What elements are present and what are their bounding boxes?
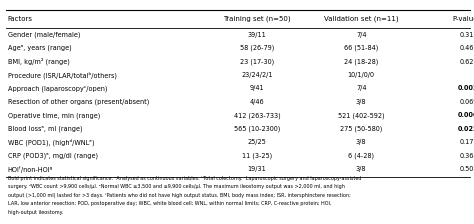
Text: 6 (4-28): 6 (4-28) bbox=[348, 152, 374, 159]
Text: 58 (26-79): 58 (26-79) bbox=[240, 45, 274, 52]
Text: 0.502: 0.502 bbox=[459, 166, 474, 172]
Text: 39/11: 39/11 bbox=[247, 32, 266, 38]
Text: Procedure (ISR/LAR/totalᵇ/others): Procedure (ISR/LAR/totalᵇ/others) bbox=[8, 71, 117, 79]
Text: HOIᶠ/non-HOIᵍ: HOIᶠ/non-HOIᵍ bbox=[8, 166, 53, 173]
Text: 0.171: 0.171 bbox=[459, 139, 474, 145]
Text: 0.317: 0.317 bbox=[459, 32, 474, 38]
Text: LAR, low anterior resection; POD, postoperative day; WBC, white blood cell; WNL,: LAR, low anterior resection; POD, postop… bbox=[8, 201, 331, 206]
Text: 0.364: 0.364 bbox=[459, 153, 474, 159]
Text: WBC (POD1), (highᵈ/WNLᵉ): WBC (POD1), (highᵈ/WNLᵉ) bbox=[8, 138, 94, 146]
Text: Training set (n=50): Training set (n=50) bbox=[223, 16, 291, 22]
Text: Bold print indicates statistical significance. ᵃAnalysed as continuous variables: Bold print indicates statistical signifi… bbox=[8, 176, 361, 181]
Text: 19/31: 19/31 bbox=[247, 166, 266, 172]
Text: 66 (51-84): 66 (51-84) bbox=[344, 45, 378, 52]
Text: 0.627: 0.627 bbox=[459, 59, 474, 65]
Text: 521 (402-592): 521 (402-592) bbox=[338, 112, 384, 119]
Text: 0.069: 0.069 bbox=[459, 99, 474, 105]
Text: 23 (17-30): 23 (17-30) bbox=[240, 58, 274, 65]
Text: 3/8: 3/8 bbox=[356, 166, 366, 172]
Text: 11 (3-25): 11 (3-25) bbox=[242, 152, 272, 159]
Text: Operative time, min (range): Operative time, min (range) bbox=[8, 112, 100, 119]
Text: Approach (laparoscopyᶜ/open): Approach (laparoscopyᶜ/open) bbox=[8, 85, 107, 92]
Text: 412 (263-733): 412 (263-733) bbox=[234, 112, 280, 119]
Text: 0.467: 0.467 bbox=[459, 45, 474, 51]
Text: 7/4: 7/4 bbox=[356, 86, 366, 91]
Text: 9/41: 9/41 bbox=[250, 86, 264, 91]
Text: Ageᵃ, years (range): Ageᵃ, years (range) bbox=[8, 45, 71, 52]
Text: 7/4: 7/4 bbox=[356, 32, 366, 38]
Text: 4/46: 4/46 bbox=[250, 99, 264, 105]
Text: Gender (male/female): Gender (male/female) bbox=[8, 31, 80, 38]
Text: CRP (POD3)ᵃ, mg/dl (range): CRP (POD3)ᵃ, mg/dl (range) bbox=[8, 152, 98, 159]
Text: 0.022: 0.022 bbox=[457, 126, 474, 132]
Text: output (>1,000 ml) lasted for >3 days. ᶠPatients who did not have high output st: output (>1,000 ml) lasted for >3 days. ᶠ… bbox=[8, 193, 350, 198]
Text: 23/24/2/1: 23/24/2/1 bbox=[241, 72, 273, 78]
Text: Resection of other organs (present/absent): Resection of other organs (present/absen… bbox=[8, 99, 149, 105]
Text: 3/8: 3/8 bbox=[356, 139, 366, 145]
Text: Factors: Factors bbox=[8, 16, 33, 22]
Text: 275 (50-580): 275 (50-580) bbox=[340, 125, 383, 132]
Text: BMI, kg/m² (range): BMI, kg/m² (range) bbox=[8, 58, 69, 65]
Text: Validation set (n=11): Validation set (n=11) bbox=[324, 16, 399, 22]
Text: P-value: P-value bbox=[452, 16, 474, 22]
Text: 565 (10-2300): 565 (10-2300) bbox=[234, 125, 280, 132]
Text: 0.002: 0.002 bbox=[457, 86, 474, 91]
Text: surgery. ᵈWBC count >9,900 cells/µl. ᵉNormal WBC ≥3,500 and ≤9,900 cells/µl. The: surgery. ᵈWBC count >9,900 cells/µl. ᵉNo… bbox=[8, 184, 345, 189]
Text: 0.006: 0.006 bbox=[457, 112, 474, 118]
Text: 24 (18-28): 24 (18-28) bbox=[344, 58, 378, 65]
Text: 10/1/0/0: 10/1/0/0 bbox=[348, 72, 374, 78]
Text: 25/25: 25/25 bbox=[247, 139, 266, 145]
Text: 3/8: 3/8 bbox=[356, 99, 366, 105]
Text: high-output ileostomy.: high-output ileostomy. bbox=[8, 210, 63, 215]
Text: Blood lossᵃ, ml (range): Blood lossᵃ, ml (range) bbox=[8, 125, 82, 132]
